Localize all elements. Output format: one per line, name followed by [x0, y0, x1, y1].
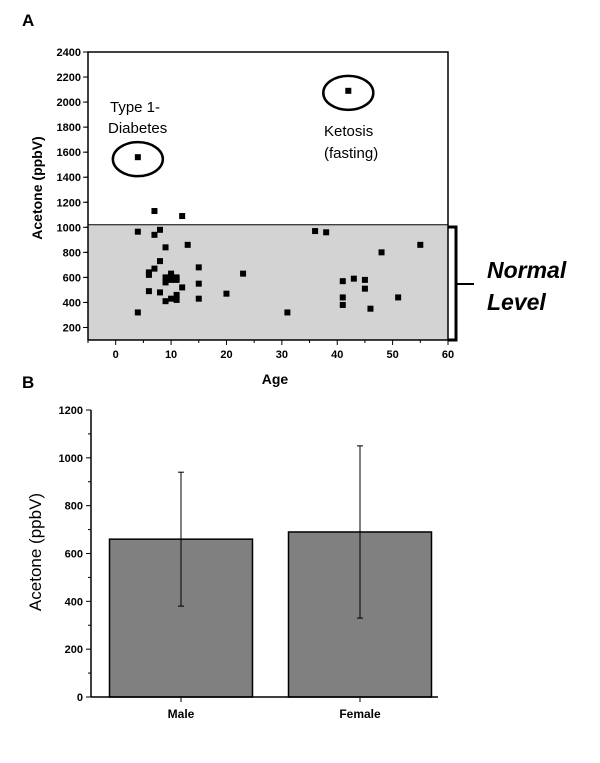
y-tick-label: 0 — [77, 692, 83, 704]
y-tick-label: 800 — [63, 247, 81, 259]
annotation-type1-line1: Type 1- — [110, 99, 160, 116]
plot-b-error-bars — [178, 445, 363, 619]
data-point — [157, 289, 163, 296]
data-point — [157, 258, 163, 265]
plot-a-x-ticks: 0 10 20 30 40 50 60 — [87, 340, 454, 361]
highlight-circle — [322, 74, 375, 112]
y-tick-label: 1600 — [57, 147, 81, 159]
data-point — [395, 294, 402, 301]
x-tick-label: 0 — [113, 349, 119, 361]
plot-a-frame — [87, 51, 449, 341]
data-point — [162, 279, 169, 286]
data-point — [173, 291, 180, 298]
data-point — [240, 270, 247, 277]
category-label: Male — [168, 707, 195, 721]
annotation-ketosis-line2: (fasting) — [324, 145, 378, 162]
y-tick-label: 200 — [63, 322, 81, 334]
data-point — [179, 213, 186, 220]
x-tick-label: 30 — [276, 349, 288, 361]
plot-a-x-axis-title: Age — [262, 371, 289, 387]
normal-level-label-line2: Level — [487, 289, 546, 315]
plot-a-highlight-circles — [111, 74, 375, 178]
data-point — [162, 244, 169, 251]
data-point — [184, 241, 191, 248]
data-point — [339, 278, 346, 285]
category-label: Female — [339, 707, 381, 721]
data-point — [168, 270, 175, 277]
panel-a-letter: A — [22, 11, 34, 30]
data-point — [361, 285, 368, 292]
y-tick-label: 1000 — [59, 453, 83, 465]
data-point — [157, 226, 163, 233]
panel-b-letter: B — [22, 373, 34, 392]
data-point — [195, 295, 202, 302]
normal-level-band — [88, 224, 448, 340]
y-tick-label: 1200 — [59, 405, 83, 417]
y-tick-label: 600 — [63, 272, 81, 284]
x-tick-label: 20 — [220, 349, 232, 361]
annotation-type1-line2: Diabetes — [108, 120, 167, 137]
data-point — [195, 280, 202, 287]
data-point — [378, 249, 385, 256]
panel-a: A 20040060080010001200140016001800200022… — [22, 11, 567, 387]
y-tick-label: 2000 — [57, 97, 81, 109]
data-point — [345, 87, 352, 94]
plot-b-bars — [108, 531, 433, 698]
data-point — [361, 276, 368, 283]
data-point — [284, 309, 291, 316]
normal-level-bracket — [448, 225, 458, 342]
panel-b: B 0 200 400 600 800 1000 1200 Male Female Aceto… — [22, 373, 438, 721]
x-tick-label: 50 — [386, 349, 398, 361]
x-tick-label: 40 — [331, 349, 343, 361]
y-tick-label: 1200 — [57, 197, 81, 209]
y-tick-label: 400 — [65, 596, 83, 608]
data-point — [179, 284, 186, 291]
data-point — [145, 288, 152, 295]
data-point — [339, 294, 346, 301]
data-point — [134, 309, 141, 316]
y-tick-label: 400 — [63, 297, 81, 309]
y-tick-label: 800 — [65, 501, 83, 513]
data-point — [134, 154, 141, 161]
data-point — [350, 275, 357, 282]
data-point — [195, 264, 202, 271]
data-point — [417, 241, 424, 248]
data-point — [151, 208, 158, 215]
y-tick-label: 200 — [65, 644, 83, 656]
normal-level-label-line1: Normal — [487, 257, 567, 283]
data-point — [168, 276, 175, 283]
data-point — [151, 265, 158, 272]
data-point — [145, 269, 152, 276]
data-point — [367, 305, 374, 312]
data-point — [168, 295, 175, 302]
y-tick-label: 1400 — [57, 172, 81, 184]
data-point — [323, 229, 330, 236]
x-tick-label: 10 — [165, 349, 177, 361]
y-tick-label: 1800 — [57, 122, 81, 134]
data-point — [151, 231, 158, 238]
plot-a-y-axis-title: Acetone (ppbV) — [29, 136, 45, 239]
data-point — [312, 228, 319, 235]
y-tick-label: 600 — [65, 549, 83, 561]
data-point — [134, 228, 141, 235]
plot-b-y-ticks: 0 200 400 600 800 1000 1200 — [59, 405, 91, 704]
annotation-ketosis-line1: Ketosis — [324, 123, 373, 140]
data-point — [162, 298, 169, 305]
data-point — [162, 274, 169, 281]
y-tick-label: 2200 — [57, 72, 81, 84]
plot-b-category-labels: Male Female — [168, 697, 381, 721]
data-point — [173, 274, 180, 281]
plot-b-y-axis-title: Acetone (ppbV) — [26, 493, 45, 611]
plot-a-points — [134, 87, 424, 316]
x-tick-label: 60 — [442, 349, 454, 361]
data-point — [173, 296, 180, 303]
y-tick-label: 1000 — [57, 222, 81, 234]
plot-a-y-ticks: 200 400 600 800 1000 1200 1400 1600 1800 2000 2200… — [57, 47, 88, 334]
data-point — [339, 301, 346, 308]
y-tick-label: 2400 — [57, 47, 81, 59]
data-point — [223, 290, 230, 297]
highlight-circle — [111, 140, 165, 178]
